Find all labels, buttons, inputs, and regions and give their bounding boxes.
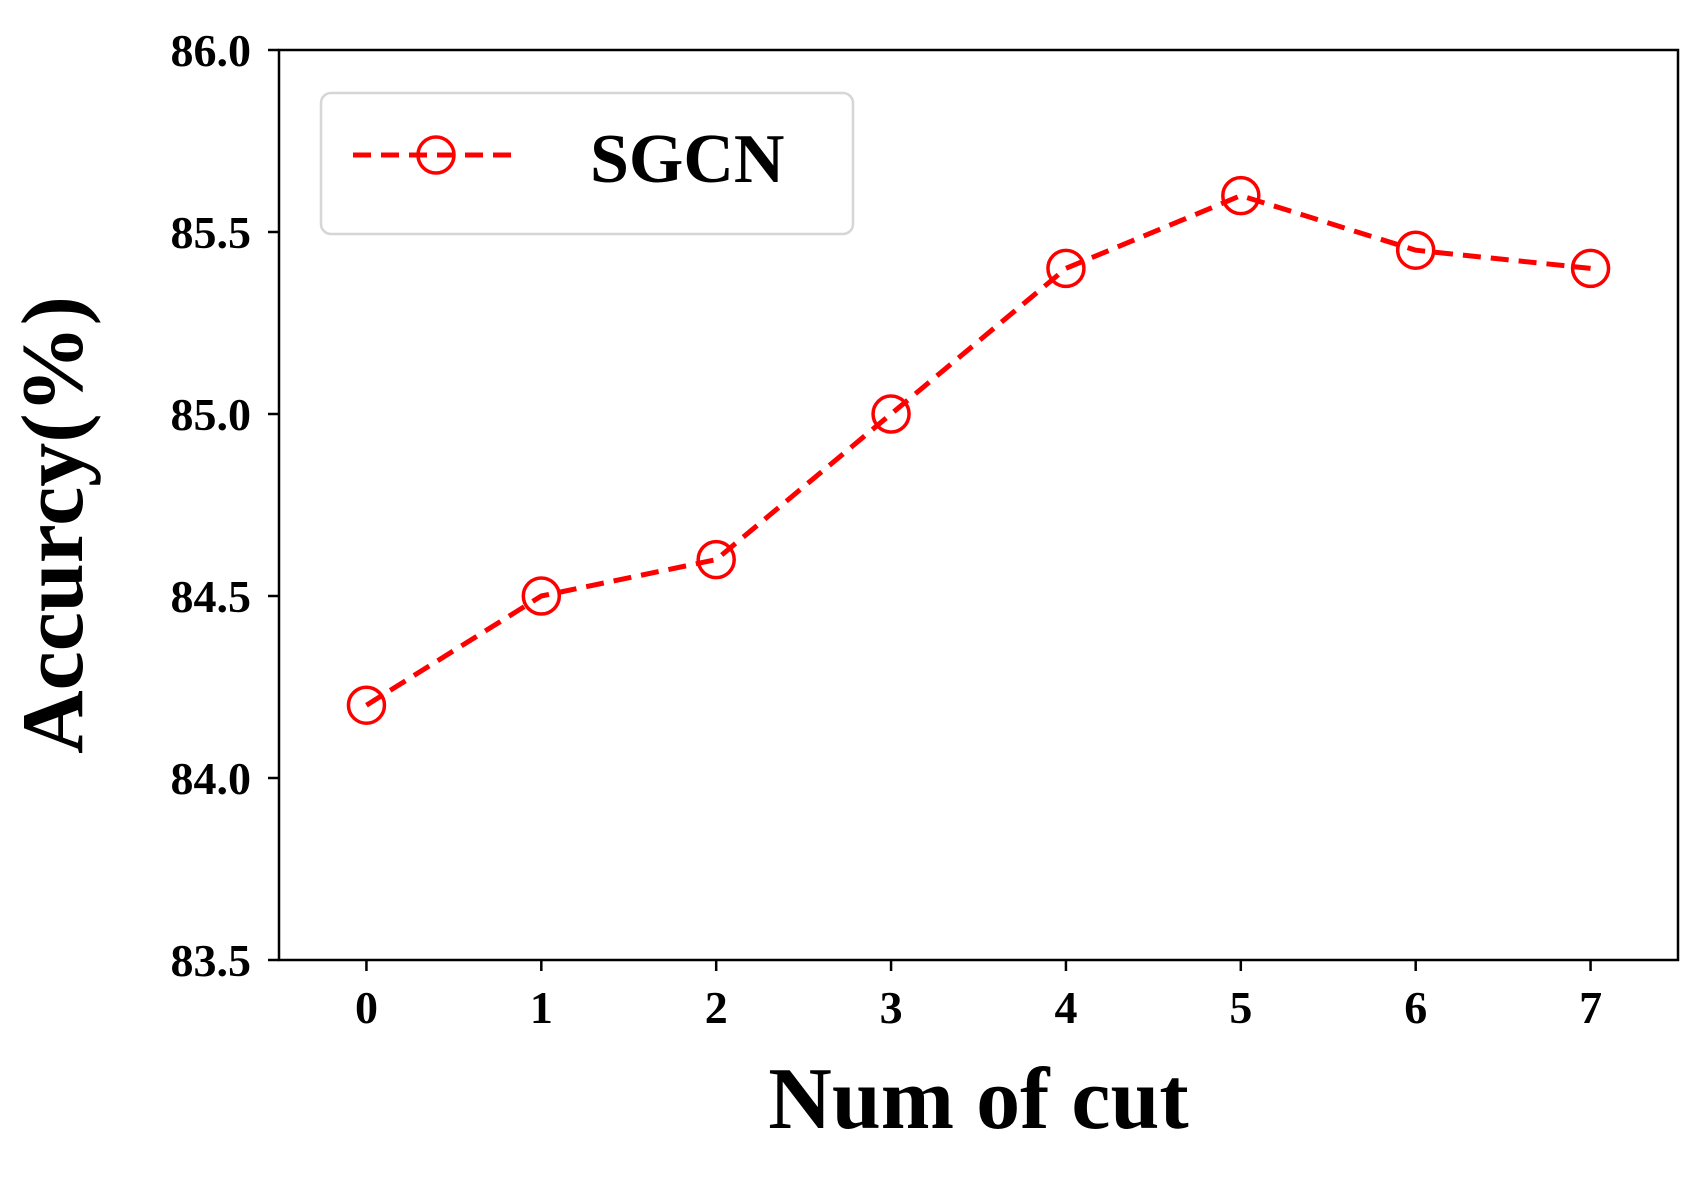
x-tick-label: 5: [1229, 982, 1252, 1033]
x-axis-ticks: 0 1 2 3 4 5 6 7: [355, 960, 1602, 1033]
x-axis-title: Num of cut: [768, 1051, 1188, 1148]
data-point-marker: [696, 539, 736, 580]
data-point-marker: [1046, 248, 1086, 289]
data-point-marker: [1221, 175, 1261, 216]
legend: SGCN: [319, 91, 855, 236]
x-tick-label: 6: [1404, 982, 1427, 1033]
y-tick-label: 85.5: [171, 207, 252, 258]
data-point-marker: [1395, 230, 1436, 270]
x-tick-label: 3: [880, 982, 903, 1033]
plot-area-frame: [277, 48, 1680, 962]
y-tick-label: 86.0: [171, 25, 252, 76]
x-tick-label: 2: [705, 982, 728, 1033]
x-tick-label: 7: [1579, 982, 1602, 1033]
legend-marker-sample: [416, 135, 456, 175]
y-axis-ticks: 83.5 84.0 84.5 85.0 85.5 86.0: [171, 25, 279, 986]
data-point-marker: [1570, 248, 1611, 289]
y-tick-label: 83.5: [171, 935, 252, 986]
y-tick-label: 85.0: [171, 389, 252, 440]
y-axis-title: Accurcy(%): [5, 296, 102, 754]
y-tick-label: 84.5: [171, 571, 252, 622]
series-layer: [346, 175, 1611, 725]
legend-box: [319, 91, 855, 236]
data-point-marker: [871, 394, 911, 434]
data-point-marker: [521, 576, 562, 616]
data-point-marker: [346, 685, 387, 725]
y-tick-label: 84.0: [171, 753, 252, 804]
x-tick-label: 1: [530, 982, 553, 1033]
legend-label: SGCN: [590, 121, 784, 198]
series-line-sgcn: [365, 193, 1591, 708]
x-tick-label: 4: [1054, 982, 1077, 1033]
x-tick-label: 0: [355, 982, 378, 1033]
